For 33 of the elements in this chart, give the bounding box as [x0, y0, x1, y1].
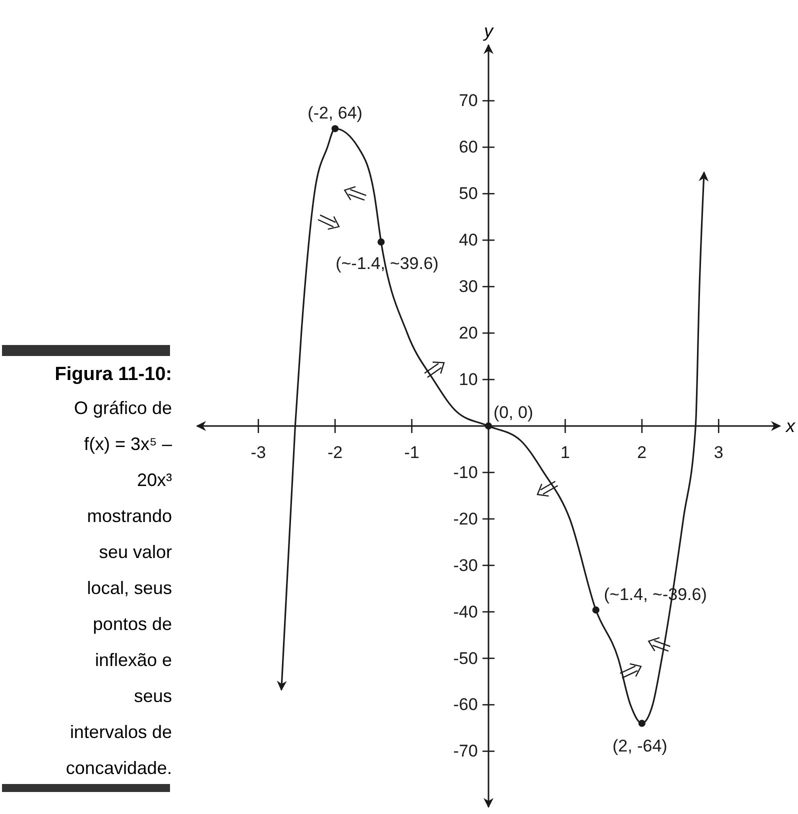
- point: [638, 720, 646, 727]
- x-axis-title: x: [785, 416, 796, 436]
- y-tick-label: 10: [458, 370, 478, 389]
- y-tick-label: -50: [453, 648, 478, 668]
- annotation: (0, 0): [494, 403, 534, 422]
- y-tick-label: -70: [453, 742, 478, 761]
- x-tick-label: 1: [560, 443, 570, 462]
- x-tick-label: 2: [637, 443, 647, 462]
- point: [592, 606, 600, 614]
- x-tick-label: -1: [404, 443, 420, 462]
- point: [332, 125, 339, 132]
- annotation: (-2, 64): [308, 104, 362, 123]
- point: [378, 238, 385, 246]
- y-tick-label: 20: [458, 324, 478, 343]
- x-tick-label: -2: [328, 443, 343, 462]
- text: O gráfico de f(x) = 3x⁵ – 20x³ mostrando seu valor local, seus pontos de inflexão e seus intervalos de concavidade.: [66, 398, 172, 778]
- y-tick-label: 70: [458, 91, 478, 110]
- y-tick-label: 40: [458, 230, 478, 250]
- y-tick-label: 50: [458, 184, 478, 204]
- y-tick-label: -10: [453, 462, 478, 482]
- point: [484, 422, 492, 430]
- y-tick-label: -30: [453, 556, 478, 575]
- x-tick-label: 3: [714, 443, 724, 462]
- y-tick-label: 30: [458, 277, 478, 296]
- annotation: (2, -64): [612, 736, 668, 756]
- y-axis-title: y: [482, 21, 494, 41]
- y-tick-label: -20: [453, 509, 478, 528]
- y-tick-label: -60: [453, 695, 478, 714]
- y-tick-label: 60: [458, 138, 478, 157]
- text: Figura 11-10:: [54, 364, 172, 385]
- y-tick-label: -40: [453, 602, 478, 622]
- annotation: (~-1.4, ~39.6): [336, 254, 439, 274]
- x-tick-label: -3: [250, 443, 266, 462]
